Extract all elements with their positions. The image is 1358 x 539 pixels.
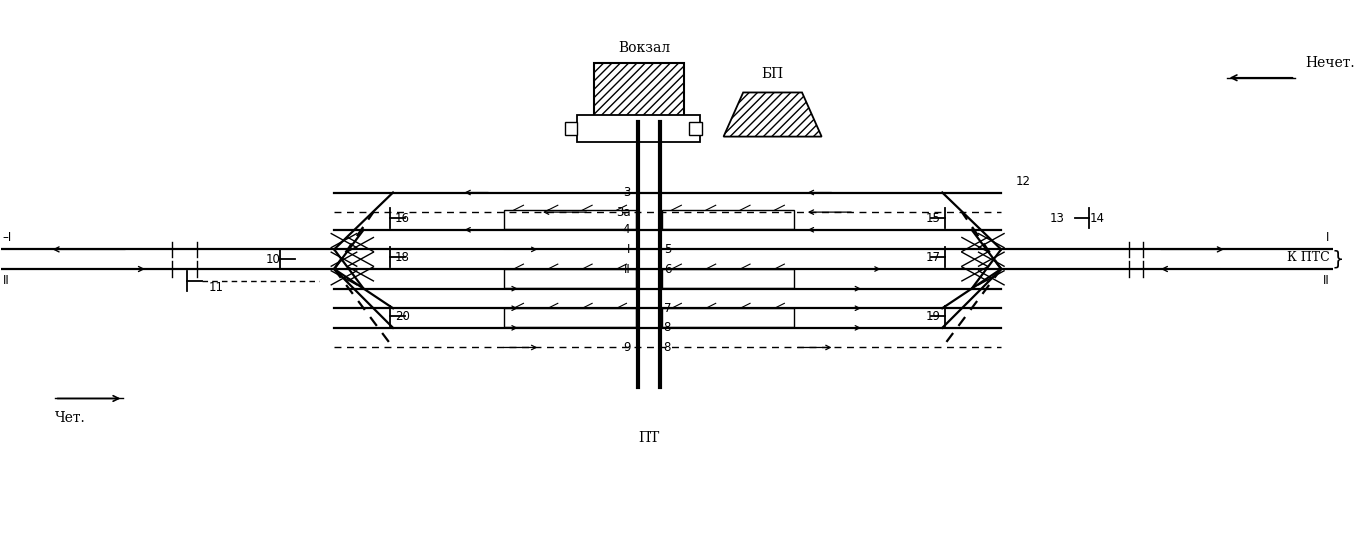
Text: 18: 18 bbox=[395, 251, 410, 264]
Text: 9: 9 bbox=[623, 341, 630, 354]
Text: I: I bbox=[627, 243, 630, 256]
Text: 6: 6 bbox=[664, 262, 671, 275]
Text: 17: 17 bbox=[925, 251, 940, 264]
Bar bbox=[593, 63, 684, 117]
Polygon shape bbox=[724, 93, 822, 136]
Text: }: } bbox=[1332, 250, 1344, 269]
Text: 11: 11 bbox=[209, 281, 224, 294]
Bar bbox=[504, 269, 637, 288]
Text: I: I bbox=[1327, 231, 1329, 245]
Text: Чет.: Чет. bbox=[54, 411, 86, 425]
Text: Вокзал: Вокзал bbox=[618, 41, 669, 55]
Bar bbox=[690, 122, 702, 135]
Text: –I: –I bbox=[3, 231, 12, 245]
Text: 20: 20 bbox=[395, 310, 410, 323]
Text: БП: БП bbox=[762, 67, 784, 81]
Text: 5: 5 bbox=[664, 243, 671, 256]
Text: 15: 15 bbox=[925, 212, 940, 225]
Text: 13: 13 bbox=[1050, 212, 1065, 225]
Text: 12: 12 bbox=[1016, 175, 1031, 188]
Text: 3а: 3а bbox=[615, 205, 630, 219]
Text: 10: 10 bbox=[265, 253, 280, 266]
Text: II: II bbox=[623, 262, 630, 275]
Text: 3: 3 bbox=[623, 186, 630, 199]
Bar bbox=[504, 210, 637, 229]
Bar bbox=[661, 269, 794, 288]
Text: 7: 7 bbox=[664, 302, 671, 315]
Text: Нечет.: Нечет. bbox=[1305, 56, 1355, 70]
Text: 8: 8 bbox=[664, 321, 671, 334]
Bar bbox=[565, 122, 577, 135]
Text: 14: 14 bbox=[1089, 212, 1104, 225]
Text: ПТ: ПТ bbox=[638, 431, 660, 445]
Bar bbox=[504, 308, 637, 327]
Text: II: II bbox=[3, 274, 10, 287]
Text: II: II bbox=[1323, 274, 1329, 287]
Text: 8: 8 bbox=[664, 341, 671, 354]
Bar bbox=[661, 210, 794, 229]
Text: К ПТС: К ПТС bbox=[1287, 251, 1329, 264]
Text: 16: 16 bbox=[395, 212, 410, 225]
Text: 4: 4 bbox=[623, 223, 630, 236]
Text: 19: 19 bbox=[925, 310, 940, 323]
Bar bbox=[577, 115, 699, 142]
Bar bbox=[661, 308, 794, 327]
